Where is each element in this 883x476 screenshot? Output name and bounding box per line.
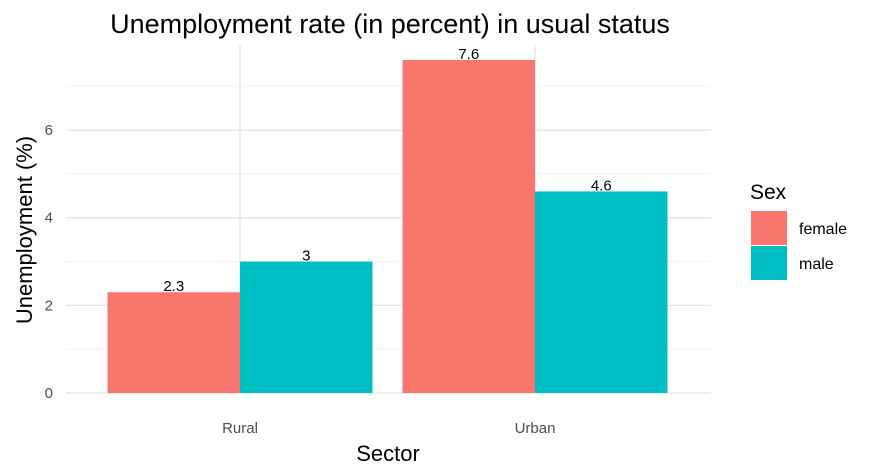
data-label-female-rural: 2.3: [163, 278, 184, 295]
bar-female-urban: [402, 60, 535, 393]
chart-title: Unemployment rate (in percent) in usual …: [110, 9, 670, 39]
data-label-male-rural: 3: [302, 248, 310, 265]
y-axis-title: Unemployment (%): [12, 136, 37, 324]
x-tick-label-urban: Urban: [515, 420, 556, 437]
bar-male-urban: [535, 191, 668, 393]
y-tick-label: 2: [45, 297, 53, 314]
legend-label-female: female: [799, 221, 847, 238]
x-tick-label-rural: Rural: [222, 420, 258, 437]
y-tick-label: 6: [45, 122, 53, 139]
y-tick-label: 0: [45, 385, 53, 402]
data-label-layer: 2.3 7.6 3 4.6: [163, 46, 611, 295]
legend: Sex female male: [750, 181, 847, 280]
x-axis-title: Sector: [356, 441, 420, 466]
bar-female-rural: [107, 292, 240, 393]
data-label-male-urban: 4.6: [591, 177, 612, 194]
legend-key-male: [751, 246, 787, 280]
y-tick-label: 4: [45, 210, 53, 227]
legend-title: Sex: [750, 181, 787, 204]
axis-layer: 0 2 4 6 Rural Urban: [45, 122, 556, 437]
legend-key-female: [751, 211, 787, 245]
data-label-female-urban: 7.6: [458, 46, 479, 63]
legend-label-male: male: [799, 256, 834, 273]
bar-male-rural: [240, 261, 373, 393]
bar-layer: [107, 60, 668, 393]
legend-items: female male: [751, 211, 847, 280]
